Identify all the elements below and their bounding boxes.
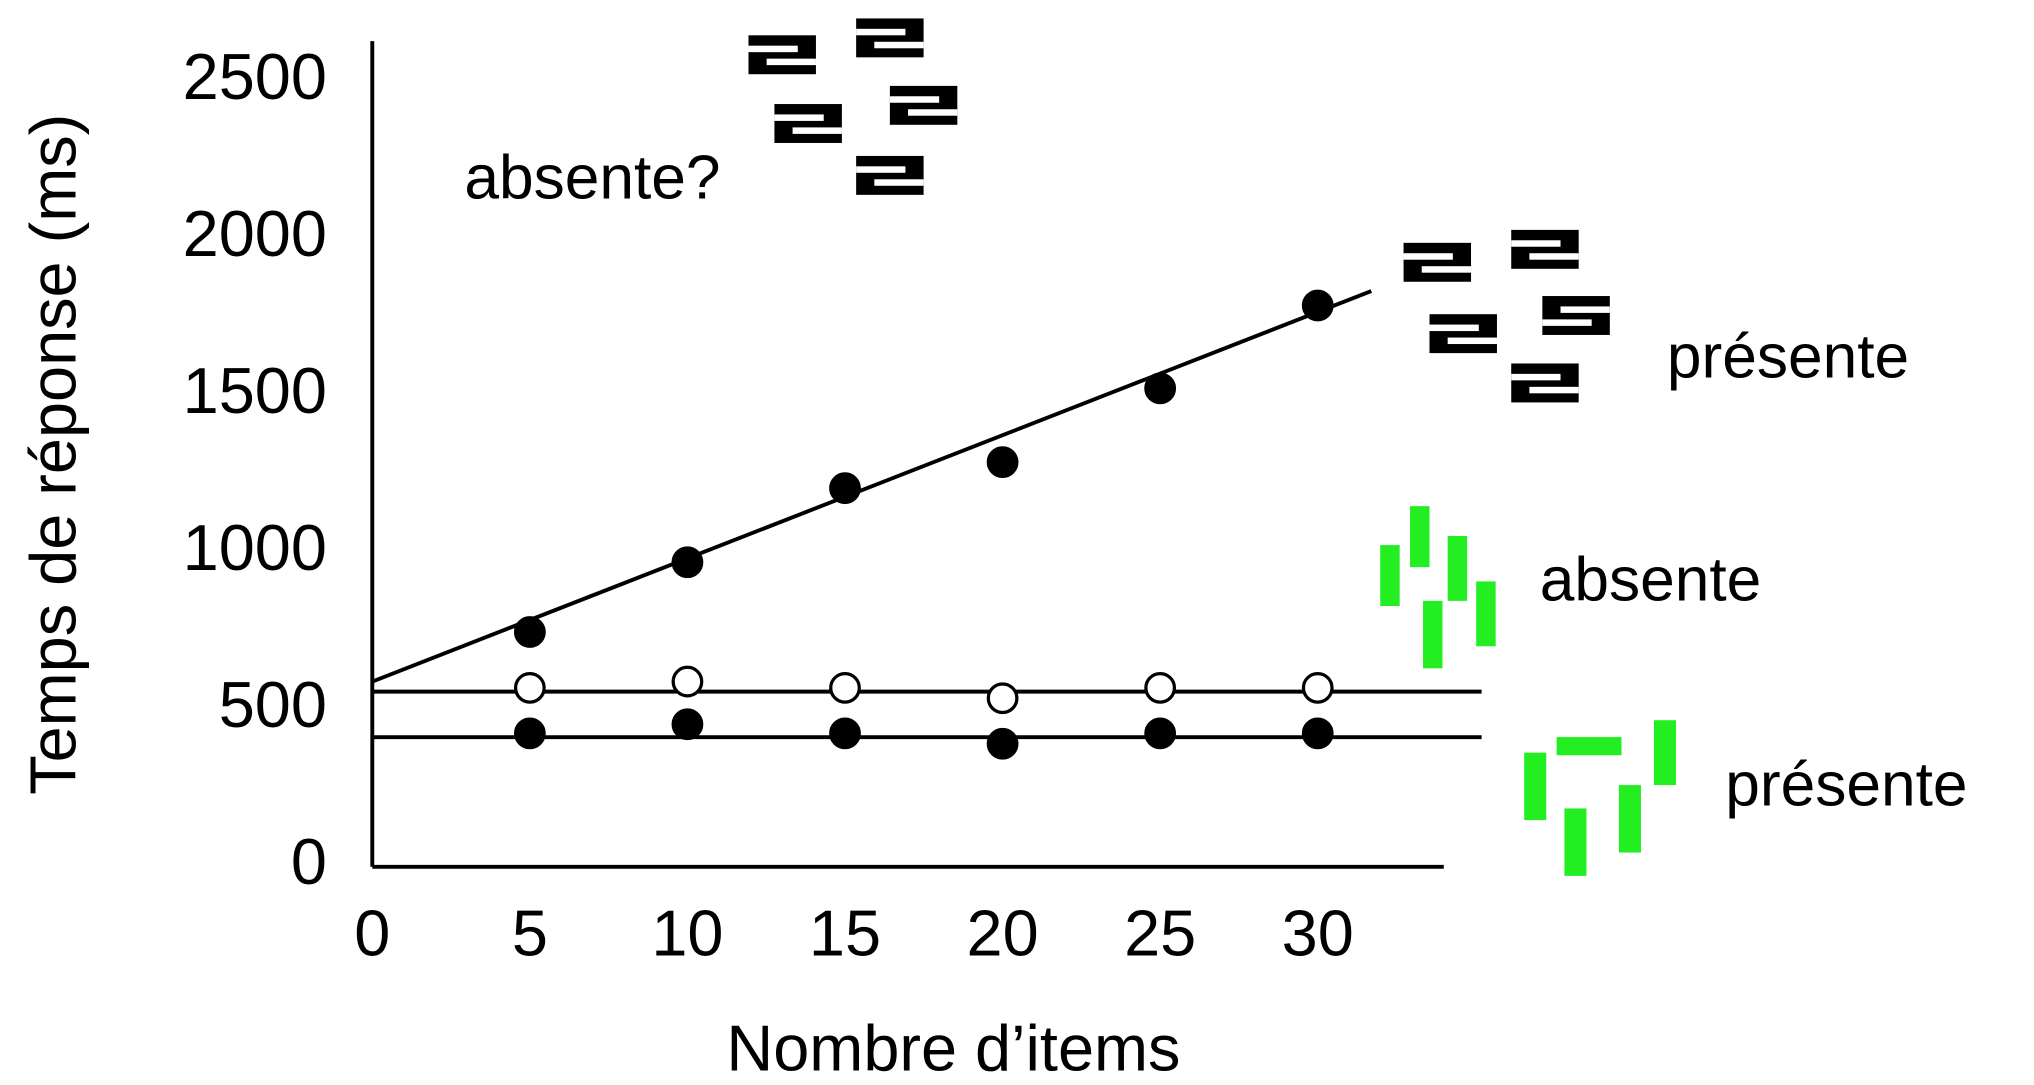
x-tick-label: 0 xyxy=(354,896,390,969)
point xyxy=(1144,372,1177,405)
annotation: absente xyxy=(1540,545,1762,614)
point xyxy=(1144,671,1177,704)
y-tick-label: 1000 xyxy=(183,511,327,584)
x-tick-label: 15 xyxy=(809,896,881,969)
x-tick-label: 20 xyxy=(967,896,1039,969)
x-tick-label: 5 xyxy=(512,896,548,969)
point xyxy=(1301,717,1334,750)
annotation: absente? xyxy=(464,143,720,212)
annotation: présente xyxy=(1667,322,1909,391)
point xyxy=(671,708,704,741)
point xyxy=(1301,671,1334,704)
point xyxy=(513,717,546,750)
y-tick-label: 0 xyxy=(291,825,327,898)
x-tick-label: 10 xyxy=(651,896,723,969)
x-tick-label: 25 xyxy=(1124,896,1196,969)
point xyxy=(829,671,861,704)
annotation: présente xyxy=(1725,750,1967,819)
point xyxy=(1301,289,1334,322)
green-bars xyxy=(1380,506,1676,876)
point xyxy=(986,727,1019,760)
fit-line xyxy=(371,289,1373,684)
point xyxy=(829,472,861,505)
point xyxy=(513,671,546,704)
point xyxy=(986,682,1019,715)
point xyxy=(829,717,861,750)
x-tick-label: 30 xyxy=(1282,896,1354,969)
point xyxy=(1144,717,1177,750)
y-tick-label: 500 xyxy=(219,668,327,741)
point xyxy=(671,665,704,698)
black-glyphs xyxy=(748,18,1610,403)
y-tick-label: 2500 xyxy=(183,40,327,113)
point xyxy=(513,616,546,648)
point xyxy=(671,546,704,579)
x-axis-title: Nombre d’items xyxy=(726,1012,1180,1085)
y-tick-label: 2000 xyxy=(183,197,327,270)
point xyxy=(986,446,1019,479)
y-tick-label: 1500 xyxy=(183,354,327,427)
y-axis-title: Temps de réponse (ms) xyxy=(16,114,89,795)
